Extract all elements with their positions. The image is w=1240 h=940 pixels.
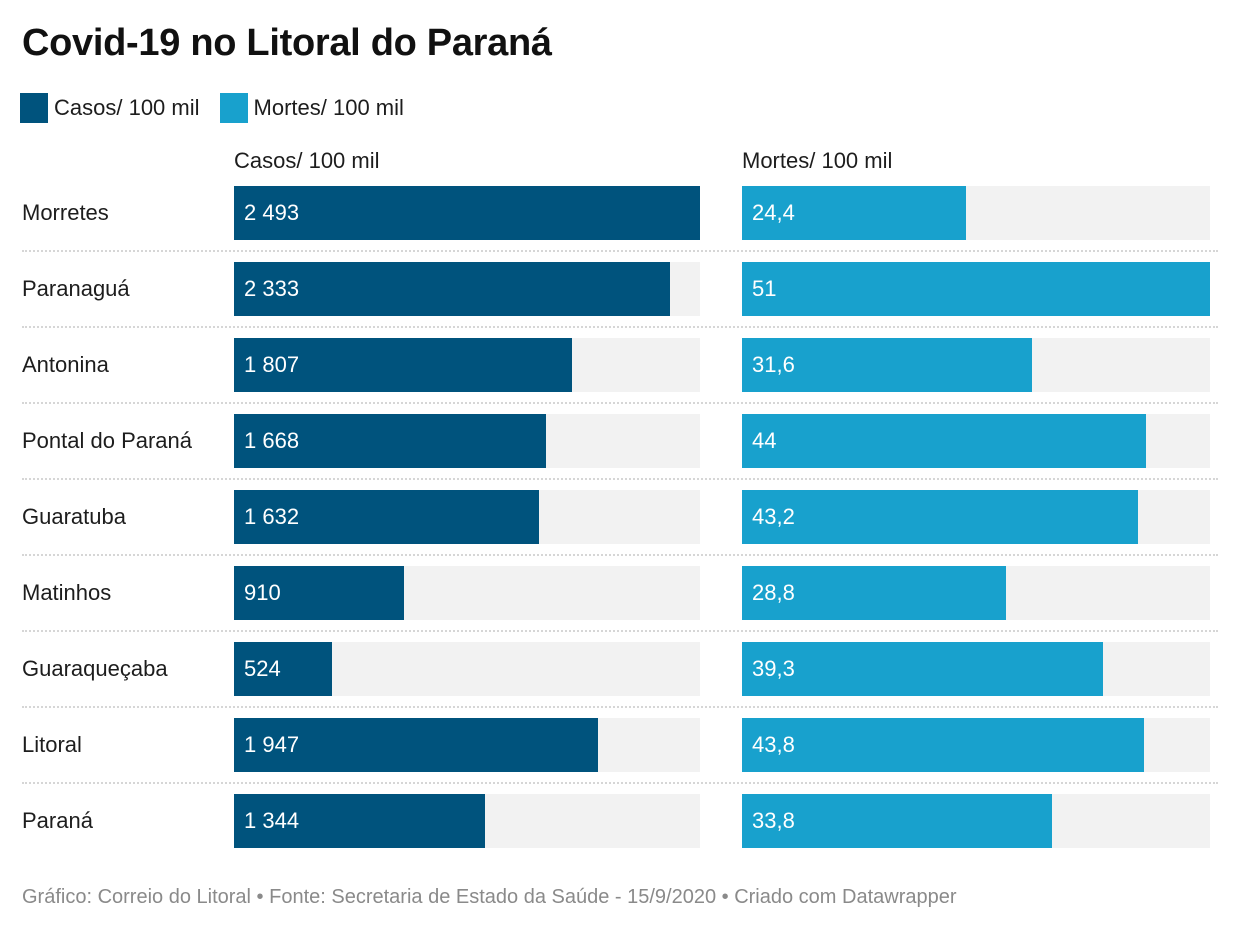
row-divider <box>22 782 1218 784</box>
category-label: Paranaguá <box>22 276 130 301</box>
category-label: Paraná <box>22 808 93 833</box>
deaths-bar <box>742 262 1210 316</box>
deaths-bar-track: 31,6 <box>742 338 1210 392</box>
cases-bar <box>234 490 539 544</box>
deaths-bar <box>742 414 1146 468</box>
deaths-value-label: 39,3 <box>752 656 795 681</box>
cases-bar <box>234 338 572 392</box>
cases-bar-track: 2 333 <box>234 262 700 316</box>
deaths-bar-track: 33,8 <box>742 794 1210 848</box>
chart-row-matinhos: Matinhos 910 28,8 <box>0 566 1240 642</box>
cases-bar-track: 1 947 <box>234 718 700 772</box>
cases-value-label: 2 333 <box>244 276 300 301</box>
row-divider <box>22 402 1218 404</box>
deaths-value-label: 43,2 <box>752 504 795 529</box>
cases-bar-track: 1 807 <box>234 338 700 392</box>
legend-label-cases: Casos/ 100 mil <box>54 95 200 120</box>
deaths-value-label: 43,8 <box>752 732 795 757</box>
cases-bar <box>234 566 404 620</box>
cases-value-label: 1 344 <box>244 808 300 833</box>
column-header-cases: Casos/ 100 mil <box>234 148 380 173</box>
row-divider <box>22 250 1218 252</box>
deaths-value-label: 24,4 <box>752 200 795 225</box>
cases-value-label: 1 947 <box>244 732 300 757</box>
row-divider <box>22 706 1218 708</box>
category-label: Matinhos <box>22 580 112 605</box>
legend-swatch-deaths <box>219 93 248 123</box>
deaths-bar <box>742 490 1138 544</box>
cases-bar-track: 910 <box>234 566 700 620</box>
legend-item-cases: Casos/ 100 mil <box>20 93 200 123</box>
chart-row-morretes: Morretes 2 493 24,4 <box>0 186 1240 262</box>
chart-title: Covid-19 no Litoral do Paraná <box>22 22 552 64</box>
cases-bar <box>234 262 670 316</box>
cases-bar-track: 1 344 <box>234 794 700 848</box>
cases-value-label: 1 807 <box>244 352 300 377</box>
deaths-bar <box>742 186 966 240</box>
cases-value-label: 524 <box>244 656 281 681</box>
chart-row-parana: Paraná 1 344 33,8 <box>0 794 1240 870</box>
cases-value-label: 1 632 <box>244 504 300 529</box>
deaths-value-label: 33,8 <box>752 808 795 833</box>
deaths-bar-track: 24,4 <box>742 186 1210 240</box>
cases-bar-track: 1 668 <box>234 414 700 468</box>
deaths-bar <box>742 566 1006 620</box>
deaths-bar-track: 51 <box>742 262 1210 316</box>
row-divider <box>22 630 1218 632</box>
row-divider <box>22 478 1218 480</box>
deaths-bar-track: 44 <box>742 414 1210 468</box>
row-divider <box>22 326 1218 328</box>
chart-legend: Casos/ 100 mil Mortes/ 100 mil <box>20 92 424 124</box>
deaths-bar <box>742 718 1144 772</box>
chart-footer: Gráfico: Correio do Litoral • Fonte: Sec… <box>22 886 957 908</box>
deaths-value-label: 44 <box>752 428 777 453</box>
legend-swatch-cases <box>20 93 48 123</box>
deaths-bar-track: 43,2 <box>742 490 1210 544</box>
cases-bar <box>234 414 546 468</box>
deaths-bar-track: 28,8 <box>742 566 1210 620</box>
chart-row-antonina: Antonina 1 807 31,6 <box>0 338 1240 414</box>
category-label: Pontal do Paraná <box>22 428 193 453</box>
cases-value-label: 1 668 <box>244 428 300 453</box>
cases-value-label: 2 493 <box>244 200 300 225</box>
column-header-deaths: Mortes/ 100 mil <box>742 148 893 173</box>
deaths-value-label: 31,6 <box>752 352 795 377</box>
deaths-value-label: 28,8 <box>752 580 795 605</box>
row-divider <box>22 554 1218 556</box>
category-label: Morretes <box>22 200 109 225</box>
category-label: Guaratuba <box>22 504 126 529</box>
cases-bar-track: 524 <box>234 642 700 696</box>
cases-bar <box>234 794 485 848</box>
deaths-bar <box>742 642 1103 696</box>
cases-bar <box>234 718 598 772</box>
chart-row-guaratuba: Guaratuba 1 632 43,2 <box>0 490 1240 566</box>
cases-value-label: 910 <box>244 580 281 605</box>
chart-row-guaraquecaba: Guaraqueçaba 524 39,3 <box>0 642 1240 718</box>
cases-bar <box>234 186 700 240</box>
cases-bar-track: 1 632 <box>234 490 700 544</box>
cases-bar-track: 2 493 <box>234 186 700 240</box>
category-label: Guaraqueçaba <box>22 656 168 681</box>
chart-row-paranagua: Paranaguá 2 333 51 <box>0 262 1240 338</box>
deaths-bar <box>742 338 1032 392</box>
chart-row-pontal-do-parana: Pontal do Paraná 1 668 44 <box>0 414 1240 490</box>
category-label: Litoral <box>22 732 82 757</box>
cases-bar <box>234 642 332 696</box>
deaths-bar-track: 43,8 <box>742 718 1210 772</box>
deaths-value-label: 51 <box>752 276 777 301</box>
legend-label-deaths: Mortes/ 100 mil <box>253 95 404 120</box>
legend-item-deaths: Mortes/ 100 mil <box>219 93 404 123</box>
deaths-bar-track: 39,3 <box>742 642 1210 696</box>
chart-row-litoral: Litoral 1 947 43,8 <box>0 718 1240 794</box>
category-label: Antonina <box>22 352 109 377</box>
deaths-bar <box>742 794 1052 848</box>
